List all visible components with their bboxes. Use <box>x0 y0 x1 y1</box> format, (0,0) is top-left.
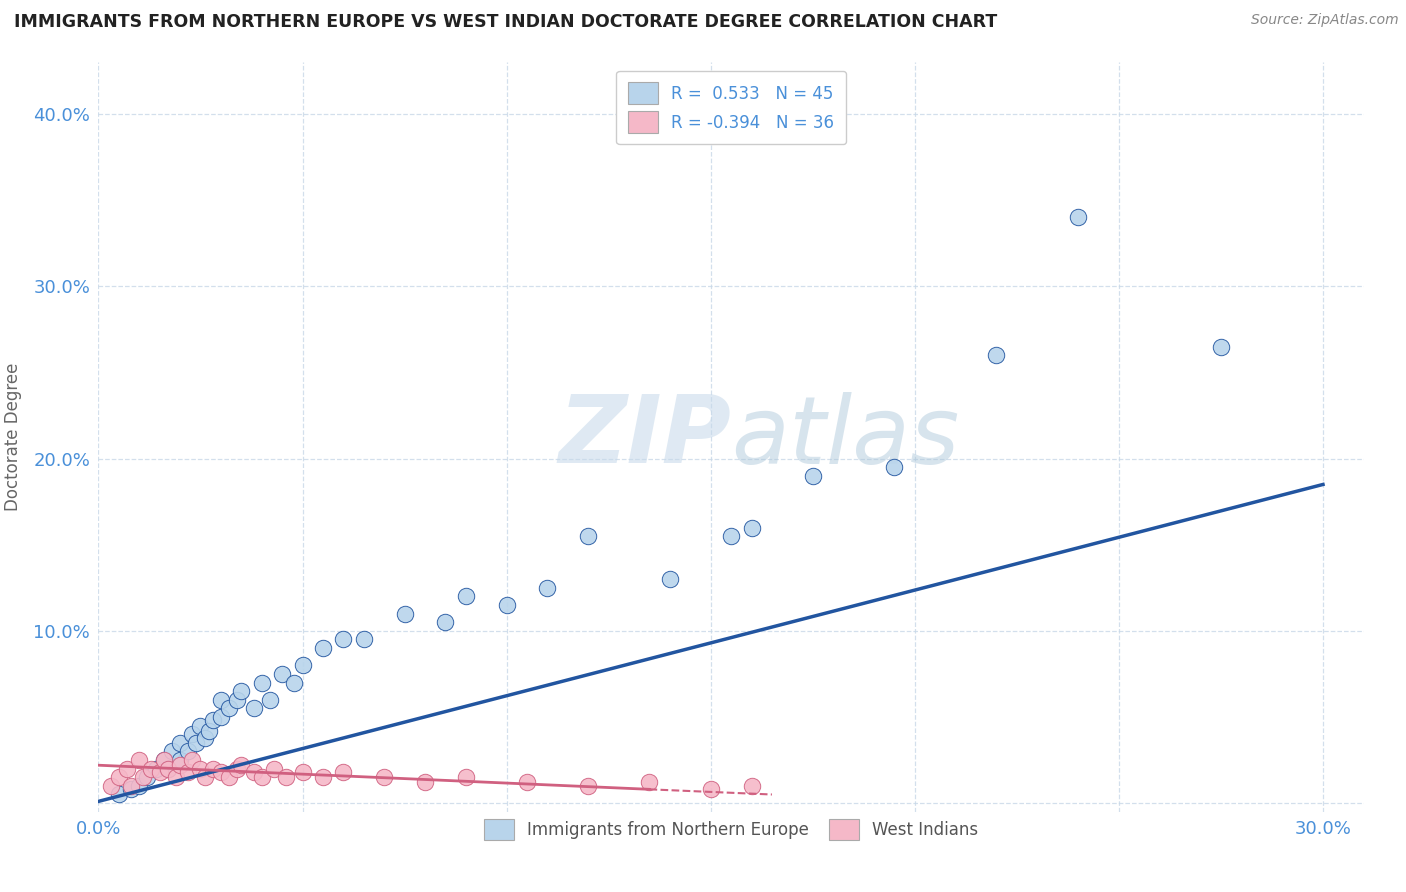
Point <box>231 684 253 698</box>
Point <box>353 632 375 647</box>
Point <box>699 782 721 797</box>
Point <box>136 770 159 784</box>
Text: Source: ZipAtlas.com: Source: ZipAtlas.com <box>1251 13 1399 28</box>
Point <box>394 607 416 621</box>
Point <box>181 727 204 741</box>
Point <box>156 762 179 776</box>
Point <box>312 641 335 656</box>
Point <box>516 775 538 789</box>
Point <box>373 770 395 784</box>
Point <box>120 779 142 793</box>
Point <box>169 758 191 772</box>
Point <box>226 692 249 706</box>
Point <box>434 615 457 630</box>
Point <box>165 770 187 784</box>
Point <box>242 701 264 715</box>
Point <box>638 775 661 789</box>
Point <box>145 762 167 776</box>
Point <box>250 770 273 784</box>
Point <box>209 765 232 780</box>
Point <box>152 753 174 767</box>
Point <box>209 692 232 706</box>
Point <box>263 762 285 776</box>
Point <box>149 765 172 780</box>
Point <box>100 779 122 793</box>
Point <box>576 529 599 543</box>
Point <box>332 765 354 780</box>
Point <box>169 736 191 750</box>
Point <box>108 770 131 784</box>
Point <box>218 701 240 715</box>
Point <box>177 744 200 758</box>
Point <box>132 770 155 784</box>
Y-axis label: Doctorate Degree: Doctorate Degree <box>4 363 22 511</box>
Point <box>883 460 905 475</box>
Point <box>259 692 281 706</box>
Point <box>190 718 212 732</box>
Point <box>291 765 314 780</box>
Point <box>128 753 150 767</box>
Point <box>658 572 681 586</box>
Point <box>986 348 1008 362</box>
Point <box>193 731 215 745</box>
Point <box>283 675 305 690</box>
Point <box>156 762 179 776</box>
Point <box>120 782 142 797</box>
Point <box>271 667 294 681</box>
Point <box>801 468 824 483</box>
Point <box>495 598 517 612</box>
Point <box>201 714 224 728</box>
Point <box>1067 211 1090 225</box>
Point <box>201 762 224 776</box>
Point <box>291 658 314 673</box>
Point <box>576 779 599 793</box>
Point <box>1209 340 1232 354</box>
Text: ZIP: ZIP <box>558 391 731 483</box>
Point <box>413 775 436 789</box>
Point <box>312 770 335 784</box>
Point <box>186 736 208 750</box>
Point <box>190 762 212 776</box>
Point <box>108 788 131 802</box>
Point <box>141 762 163 776</box>
Point <box>160 744 183 758</box>
Point <box>115 762 138 776</box>
Point <box>276 770 298 784</box>
Point <box>197 723 219 738</box>
Point <box>741 779 763 793</box>
Point <box>177 765 200 780</box>
Point <box>454 770 477 784</box>
Point <box>454 590 477 604</box>
Point <box>152 753 174 767</box>
Legend: Immigrants from Northern Europe, West Indians: Immigrants from Northern Europe, West In… <box>475 810 987 848</box>
Point <box>242 765 264 780</box>
Point <box>128 779 150 793</box>
Point <box>193 770 215 784</box>
Point <box>169 753 191 767</box>
Point <box>218 770 240 784</box>
Point <box>226 762 249 776</box>
Point <box>332 632 354 647</box>
Point <box>181 753 204 767</box>
Point <box>741 520 763 534</box>
Point <box>209 710 232 724</box>
Point <box>231 758 253 772</box>
Point <box>536 581 558 595</box>
Text: IMMIGRANTS FROM NORTHERN EUROPE VS WEST INDIAN DOCTORATE DEGREE CORRELATION CHAR: IMMIGRANTS FROM NORTHERN EUROPE VS WEST … <box>14 13 997 31</box>
Text: atlas: atlas <box>731 392 959 483</box>
Point <box>720 529 742 543</box>
Point <box>250 675 273 690</box>
